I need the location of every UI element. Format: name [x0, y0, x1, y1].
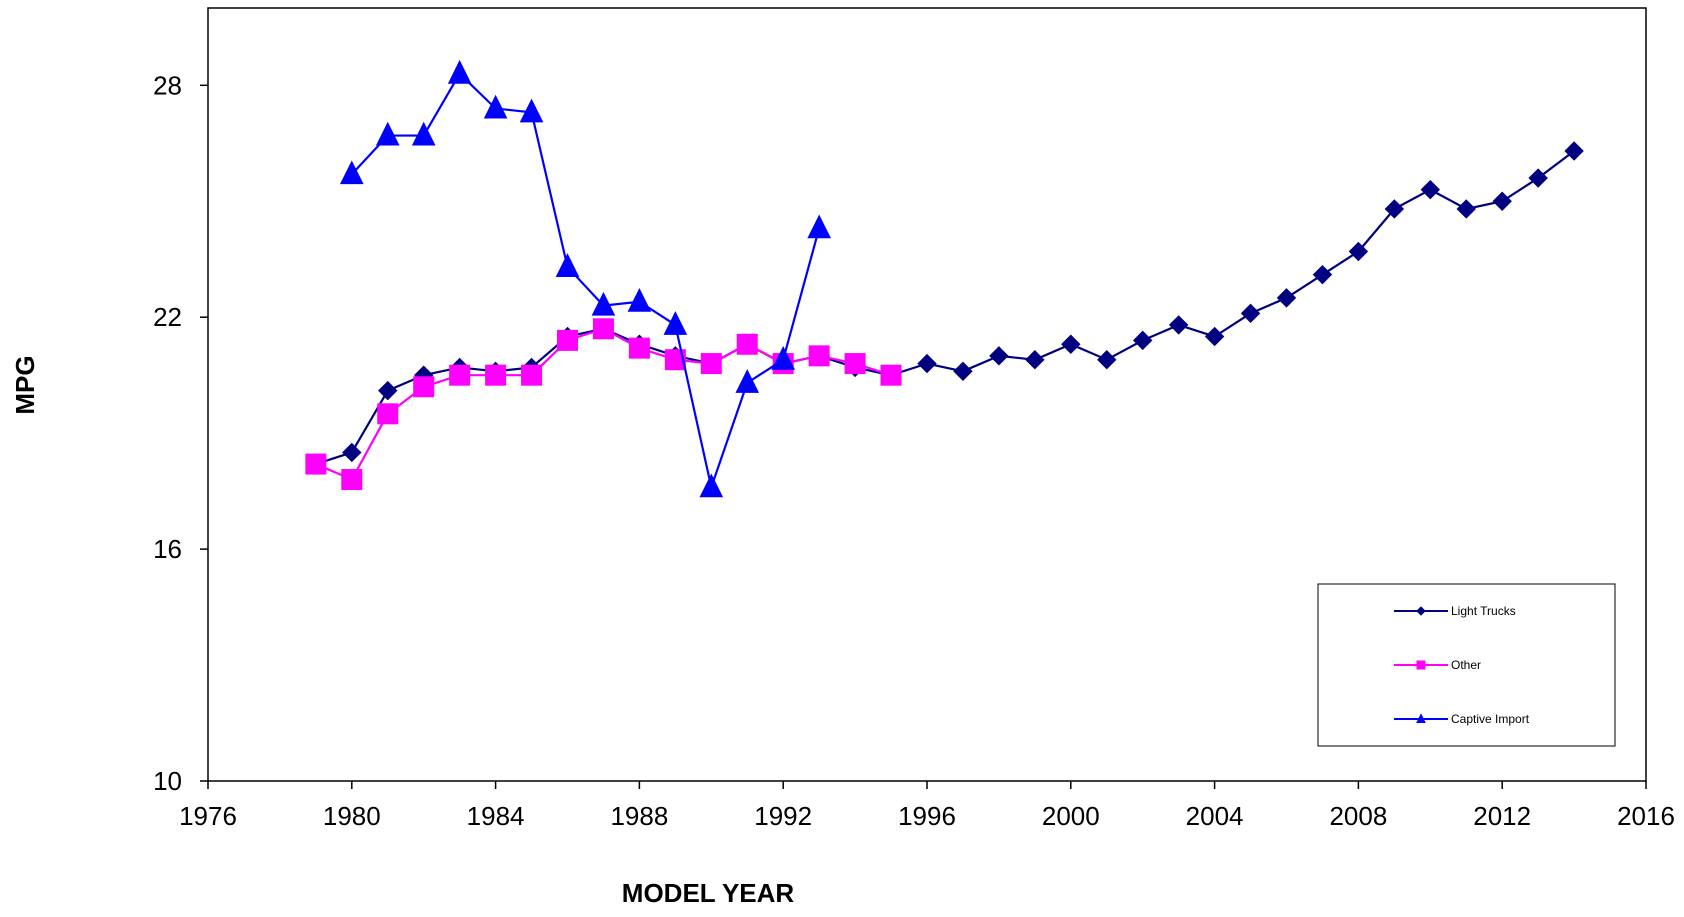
data-point-other	[449, 364, 471, 386]
data-point-light-trucks	[1061, 334, 1081, 354]
data-point-captive-import	[807, 214, 831, 239]
data-point-captive-import	[663, 311, 688, 335]
y-tick-label: 22	[153, 302, 182, 332]
legend: Light Trucks Other Captive Import	[1317, 583, 1616, 747]
legend-item-light-trucks: Light Trucks	[1394, 604, 1516, 618]
data-point-light-trucks	[1132, 330, 1153, 351]
legend-item-captive-import: Captive Import	[1394, 712, 1530, 726]
data-point-captive-import	[591, 291, 616, 316]
data-point-other	[413, 376, 435, 398]
data-point-other	[844, 353, 866, 375]
data-point-captive-import	[375, 121, 400, 146]
data-point-other	[592, 318, 614, 340]
legend-box	[1317, 583, 1616, 747]
data-point-light-trucks	[1168, 315, 1189, 335]
data-point-other	[557, 329, 578, 351]
data-point-captive-import	[555, 253, 580, 277]
x-axis: 1976 1980 1984 1988 1992 1996 2000 2004 2008 2012…	[179, 781, 1675, 831]
data-point-light-trucks	[1204, 326, 1225, 347]
y-tick-label: 16	[153, 534, 182, 564]
data-point-light-trucks	[1312, 264, 1333, 285]
data-point-light-trucks	[342, 442, 362, 463]
data-point-light-trucks	[953, 361, 973, 382]
data-point-captive-import	[627, 287, 652, 312]
y-axis-title: MPG	[10, 355, 40, 414]
y-tick-label: 10	[153, 766, 182, 796]
series-layer	[305, 59, 1584, 498]
x-tick-label: 2004	[1186, 801, 1244, 831]
x-tick-label: 1984	[467, 801, 525, 831]
data-point-light-trucks	[1025, 350, 1045, 370]
x-tick-label: 1996	[898, 801, 956, 831]
legend-label: Captive Import	[1451, 712, 1530, 726]
data-point-captive-import	[771, 345, 796, 370]
data-point-other	[736, 333, 758, 355]
x-tick-label: 2016	[1617, 801, 1675, 831]
data-point-captive-import	[699, 473, 724, 498]
data-point-captive-import	[411, 121, 436, 146]
legend-label: Other	[1451, 658, 1481, 672]
x-tick-label: 2012	[1473, 801, 1531, 831]
data-point-light-trucks	[989, 346, 1009, 366]
legend-label: Light Trucks	[1451, 604, 1516, 618]
data-point-other	[700, 353, 722, 375]
legend-marker	[1416, 713, 1426, 723]
x-tick-label: 1992	[754, 801, 812, 831]
x-tick-label: 2000	[1042, 801, 1100, 831]
data-point-light-trucks	[917, 353, 937, 374]
y-axis: 10 16 22 28	[153, 70, 208, 796]
data-point-light-trucks	[1456, 199, 1476, 219]
x-tick-label: 1980	[323, 801, 381, 831]
data-point-light-trucks	[1564, 141, 1584, 161]
data-point-captive-import	[519, 98, 544, 123]
x-tick-label: 2008	[1329, 801, 1387, 831]
data-point-other	[305, 453, 327, 475]
legend-marker	[1416, 606, 1426, 616]
data-point-light-trucks	[1384, 199, 1405, 219]
data-point-light-trucks	[1240, 303, 1261, 324]
data-point-captive-import	[735, 369, 760, 393]
x-tick-label: 1988	[610, 801, 668, 831]
data-point-other	[664, 349, 686, 371]
data-point-other	[521, 364, 543, 386]
series-line-captive-import	[350, 71, 821, 492]
y-tick-label: 28	[153, 70, 182, 100]
legend-marker	[1416, 660, 1426, 670]
series-captive-import	[339, 59, 831, 498]
data-point-other	[341, 469, 363, 491]
data-point-captive-import	[339, 160, 364, 185]
legend-item-other: Other	[1394, 658, 1481, 672]
series-other	[305, 318, 902, 491]
data-point-light-trucks	[1420, 179, 1441, 200]
data-point-other	[880, 364, 902, 386]
data-point-light-trucks	[1348, 241, 1369, 262]
data-point-light-trucks	[1097, 350, 1117, 370]
data-point-other	[377, 403, 399, 425]
x-tick-label: 1976	[179, 801, 237, 831]
data-point-other	[628, 337, 650, 359]
data-point-light-trucks	[1528, 168, 1548, 188]
data-point-light-trucks	[1276, 288, 1297, 308]
data-point-other	[485, 364, 507, 386]
data-point-light-trucks	[378, 380, 398, 401]
x-axis-title: MODEL YEAR	[622, 878, 795, 908]
data-point-captive-import	[447, 59, 472, 84]
data-point-captive-import	[483, 94, 508, 119]
data-point-other	[808, 345, 830, 367]
data-point-light-trucks	[1492, 191, 1512, 211]
